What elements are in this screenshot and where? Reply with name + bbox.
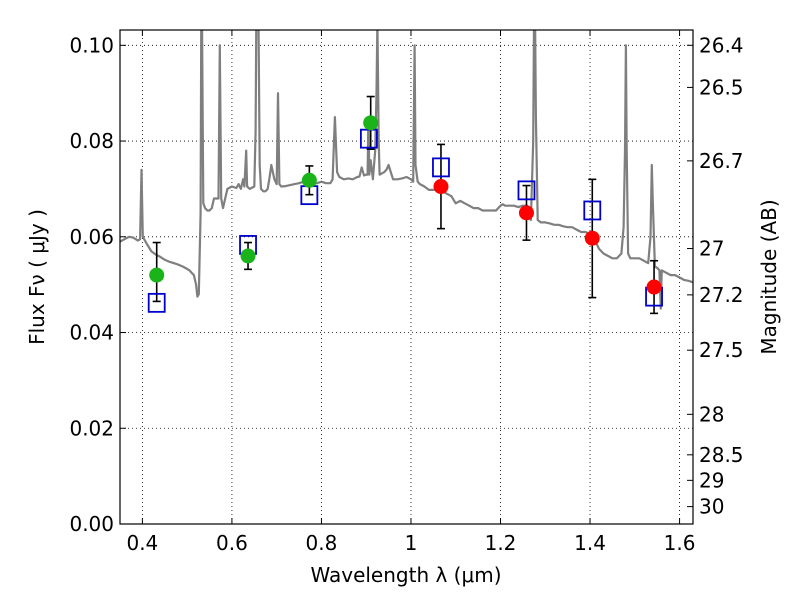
x-tick-label: 0.4 xyxy=(126,531,158,555)
magnitude-tick-label: 27 xyxy=(699,237,724,261)
x-tick-label: 1 xyxy=(405,531,418,555)
plot-frame xyxy=(119,29,694,525)
x-axis-ticks: 0.4 0.6 0.8 1 1.2 1.4 1.6 xyxy=(126,30,695,555)
y-axis-title: Flux Fν ( μJy ) xyxy=(25,209,49,345)
magnitude-tick-label: 26.7 xyxy=(699,149,744,173)
green-point xyxy=(363,115,379,131)
y-tick-label: 0.02 xyxy=(69,416,114,440)
magnitude-tick-label: 30 xyxy=(699,495,724,519)
red-point xyxy=(433,179,449,195)
x-axis-title: Wavelength λ (μm) xyxy=(310,563,501,587)
model-box xyxy=(147,292,166,313)
y-axis-ticks: 0.00 0.02 0.04 0.06 0.08 0.10 xyxy=(69,33,126,536)
y-tick-label: 0.10 xyxy=(69,33,114,57)
observed-points xyxy=(149,115,662,295)
red-point xyxy=(646,279,662,295)
model-box xyxy=(432,157,450,178)
y-tick-label: 0.00 xyxy=(69,512,114,536)
green-point xyxy=(240,248,256,264)
green-point xyxy=(301,172,317,188)
y-tick-label: 0.06 xyxy=(69,225,114,249)
magnitude-axis-ticks: 26.4 26.5 26.7 27 27.2 27.5 28 28.529 30 xyxy=(687,33,744,519)
model-boxes xyxy=(147,128,663,313)
x-tick-label: 0.6 xyxy=(216,531,248,555)
magnitude-tick-label: 28 xyxy=(699,402,724,426)
y-tick-label: 0.08 xyxy=(69,129,114,153)
model-box xyxy=(583,200,602,221)
x-tick-label: 0.8 xyxy=(306,531,338,555)
y-tick-label: 0.04 xyxy=(69,321,114,345)
magnitude-axis-title: Magnitude (AB) xyxy=(757,199,781,354)
magnitude-tick-label: 29 xyxy=(699,468,724,492)
x-tick-label: 1.2 xyxy=(485,531,517,555)
plot-background xyxy=(120,30,693,524)
green-point xyxy=(149,267,165,283)
red-point xyxy=(584,230,600,246)
magnitude-tick-label: 27.2 xyxy=(699,283,744,307)
model-box xyxy=(517,180,536,201)
x-tick-label: 1.6 xyxy=(664,531,696,555)
x-tick-label: 1.4 xyxy=(574,531,606,555)
red-point xyxy=(518,205,534,221)
magnitude-tick-label: 26.5 xyxy=(699,75,744,99)
magnitude-tick-label: 27.5 xyxy=(699,338,744,362)
magnitude-tick-label: 28.5 xyxy=(699,443,744,467)
magnitude-tick-label: 26.4 xyxy=(699,33,744,57)
